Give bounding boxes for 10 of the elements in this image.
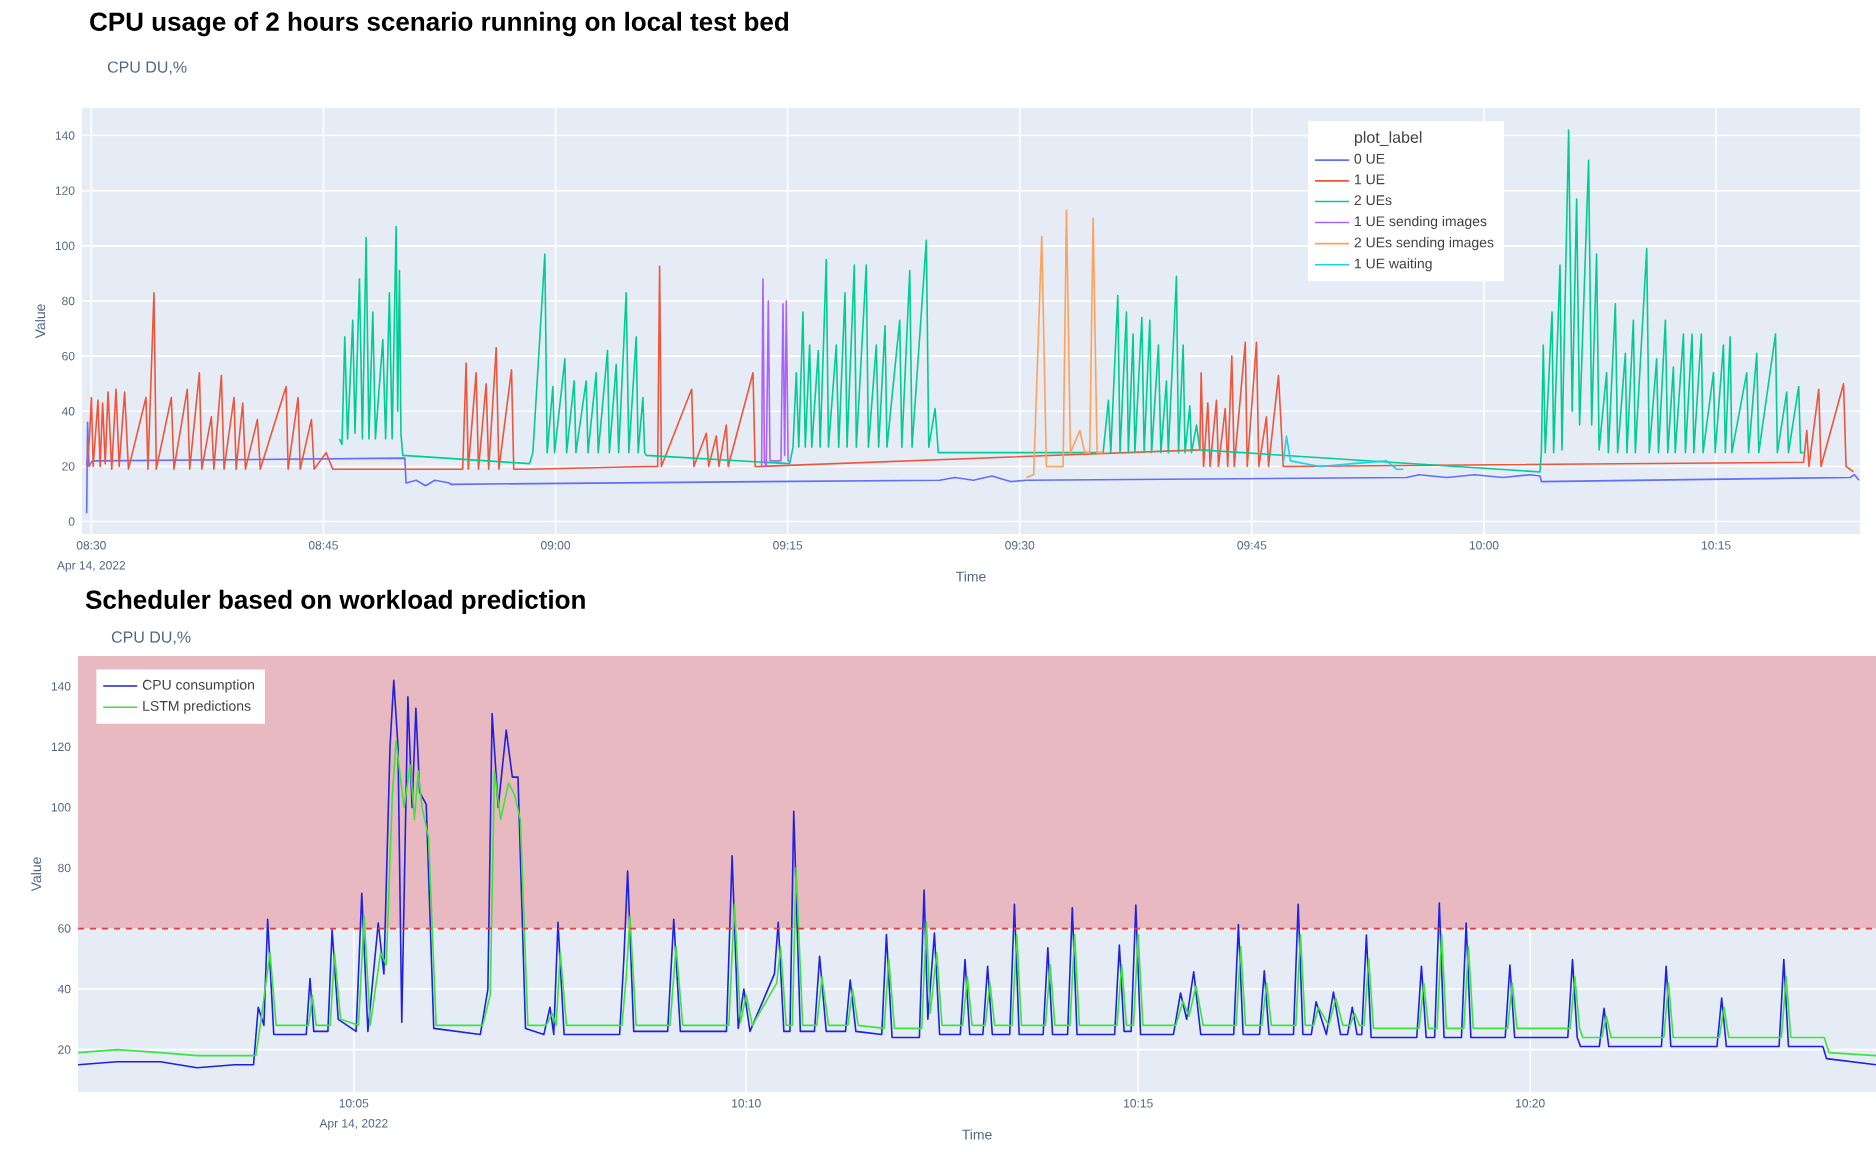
chart-title: CPU usage of 2 hours scenario running on local test bed (90, 11, 789, 37)
chart-title: Scheduler based on workload prediction (85, 589, 585, 615)
line-series (77, 679, 1876, 1069)
line-series (85, 421, 1860, 515)
line-series (1025, 209, 1104, 479)
line-series (1282, 435, 1405, 470)
legend-title: plot_label (1354, 131, 1422, 147)
chart-subtitle: CPU DU,% (107, 61, 187, 75)
line-series (338, 129, 1805, 473)
chart-subtitle: CPU DU,% (111, 631, 191, 645)
